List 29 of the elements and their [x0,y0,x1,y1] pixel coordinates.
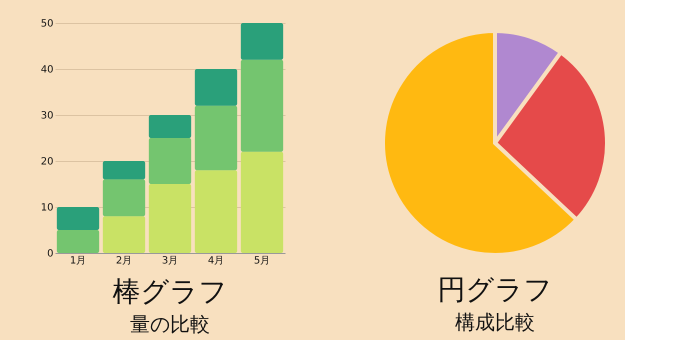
bar [148,184,192,253]
text: 棒グラフ [112,275,228,308]
bar [240,152,284,253]
bar [148,115,192,138]
text: 円グラフ [438,273,552,306]
bar [102,216,146,253]
x-tick-label: 5月 [254,256,270,266]
bar [240,60,284,152]
y-tick-label: 10 [40,202,54,214]
bar [194,106,238,170]
y-tick-label: 20 [40,156,54,168]
y-tick-label: 30 [40,110,54,122]
text: 構成比較 [455,310,535,334]
y-tick-label: 50 [40,18,54,30]
bar [102,161,146,180]
bar [240,23,284,60]
bar [194,69,238,106]
bar [194,170,238,253]
y-tick-label: 0 [47,248,54,260]
x-tick-label: 3月 [162,256,178,266]
bar [102,179,146,216]
bar [56,230,100,253]
text: 量の比較 [130,312,210,336]
y-tick-label: 40 [40,64,54,76]
x-tick-label: 1月 [70,256,86,266]
bar [56,207,100,230]
bar [148,138,192,184]
x-tick-label: 2月 [116,256,132,266]
x-tick-label: 4月 [208,256,224,266]
